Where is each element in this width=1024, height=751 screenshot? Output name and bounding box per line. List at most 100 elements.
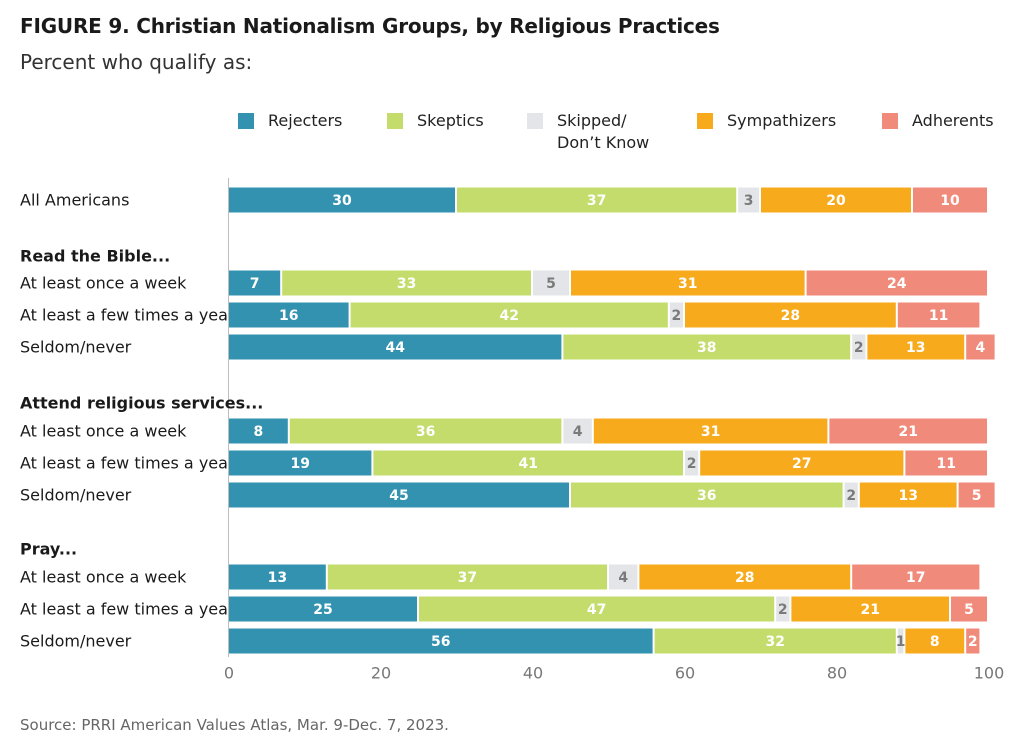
data-label: 44	[385, 340, 405, 356]
bar-segment-adherents	[905, 450, 987, 476]
bar-segment-skeptics	[563, 334, 851, 360]
data-label: 28	[735, 570, 754, 586]
bar-segment-adherents	[913, 187, 987, 213]
data-label: 8	[254, 424, 264, 440]
legend-item-adherents: Adherents	[882, 110, 994, 132]
bar-segment-adherents	[951, 596, 987, 622]
legend-item-skeptics: Skeptics	[387, 110, 484, 132]
data-label: 47	[587, 602, 606, 618]
bar-segment-rejecters	[229, 418, 288, 444]
bar-segment-skipped	[563, 418, 592, 444]
data-label: 24	[887, 276, 907, 292]
chart-title: FIGURE 9. Christian Nationalism Groups, …	[20, 14, 720, 38]
data-label: 41	[518, 456, 537, 472]
bar-segment-sympathizers	[700, 450, 904, 476]
data-label: 5	[546, 276, 556, 292]
bar-segment-sympathizers	[593, 418, 828, 444]
bar-segment-adherents	[966, 334, 995, 360]
bar-segment-adherents	[966, 628, 980, 654]
bar-segment-rejecters	[229, 302, 349, 328]
bar-segment-sympathizers	[685, 302, 896, 328]
data-label: 2	[846, 488, 856, 504]
legend-swatch-skipped	[527, 113, 543, 129]
data-label: 17	[906, 570, 925, 586]
bar-segment-skipped	[844, 482, 858, 508]
legend-label-rejecters: Rejecters	[268, 111, 343, 130]
bar-segment-skeptics	[654, 628, 896, 654]
data-label: 36	[416, 424, 435, 440]
x-tick-label: 100	[974, 664, 1005, 683]
data-label: 2	[854, 340, 864, 356]
legend-swatch-sympathizers	[697, 113, 713, 129]
data-label: 4	[618, 570, 628, 586]
chart-legend: Rejecters Skeptics Skipped/ Don’t Know S…	[0, 0, 1024, 160]
bar-segment-sympathizers	[761, 187, 911, 213]
row-label: At least a few times a year	[20, 454, 235, 473]
x-tick-label: 80	[827, 664, 847, 683]
bar-segment-skeptics	[373, 450, 683, 476]
data-label: 2	[687, 456, 697, 472]
bar-segment-skipped	[852, 334, 866, 360]
bar-segment-sympathizers	[571, 270, 805, 296]
chart-subtitle: Percent who qualify as:	[20, 50, 253, 74]
bar-segment-adherents	[829, 418, 987, 444]
legend-label-skipped: Skipped/ Don’t Know	[557, 111, 650, 152]
bar-segment-skipped	[776, 596, 790, 622]
data-label: 2	[968, 634, 978, 650]
data-label: 32	[765, 634, 784, 650]
data-label: 31	[678, 276, 697, 292]
bar-segment-adherents	[958, 482, 995, 508]
bar-segment-skeptics	[571, 482, 843, 508]
bar-segment-skeptics	[419, 596, 775, 622]
bar-segment-sympathizers	[905, 628, 965, 654]
bar-segment-rejecters	[229, 596, 417, 622]
data-label: 10	[940, 193, 960, 209]
data-label: 20	[826, 193, 846, 209]
data-label: 13	[898, 488, 917, 504]
row-label: At least a few times a year	[20, 600, 235, 619]
bar-segment-rejecters	[229, 187, 455, 213]
bar-segment-rejecters	[229, 270, 281, 296]
bar-segment-sympathizers	[791, 596, 949, 622]
bar-segment-skipped	[609, 564, 638, 590]
legend-item-skipped: Skipped/ Don’t Know	[527, 110, 649, 154]
data-label: 27	[792, 456, 811, 472]
row-label: All Americans	[20, 191, 129, 210]
bar-segment-adherents	[897, 302, 980, 328]
bar-segment-skeptics	[282, 270, 531, 296]
bar-segment-adherents	[806, 270, 987, 296]
bar-segment-rejecters	[229, 482, 569, 508]
row-label: At least once a week	[20, 422, 187, 441]
data-label: 45	[389, 488, 408, 504]
bar-segment-skeptics	[327, 564, 607, 590]
bar-segment-adherents	[852, 564, 980, 590]
data-label: 56	[431, 634, 450, 650]
data-label: 7	[250, 276, 260, 292]
data-label: 37	[458, 570, 477, 586]
bar-segment-rejecters	[229, 564, 326, 590]
row-label: Seldom/never	[20, 632, 132, 651]
legend-label-skeptics: Skeptics	[417, 111, 484, 130]
data-label: 38	[697, 340, 716, 356]
legend-label-sympathizers: Sympathizers	[727, 111, 837, 130]
row-label: Seldom/never	[20, 338, 132, 357]
x-tick-label: 60	[675, 664, 695, 683]
bar-segment-sympathizers	[859, 482, 957, 508]
data-label: 4	[573, 424, 583, 440]
bar-segment-skipped	[685, 450, 699, 476]
bar-segment-skipped	[669, 302, 683, 328]
data-label: 11	[929, 308, 948, 324]
data-label: 2	[672, 308, 682, 324]
legend-item-sympathizers: Sympathizers	[697, 110, 836, 132]
bar-segment-rejecters	[229, 450, 372, 476]
data-label: 37	[587, 193, 606, 209]
data-label: 8	[930, 634, 940, 650]
bar-segment-skipped	[533, 270, 569, 296]
legend-item-rejecters: Rejecters	[238, 110, 342, 132]
data-label: 30	[332, 193, 352, 209]
data-label: 11	[936, 456, 955, 472]
data-label: 28	[781, 308, 800, 324]
legend-label-adherents: Adherents	[912, 111, 994, 130]
data-label: 33	[397, 276, 416, 292]
